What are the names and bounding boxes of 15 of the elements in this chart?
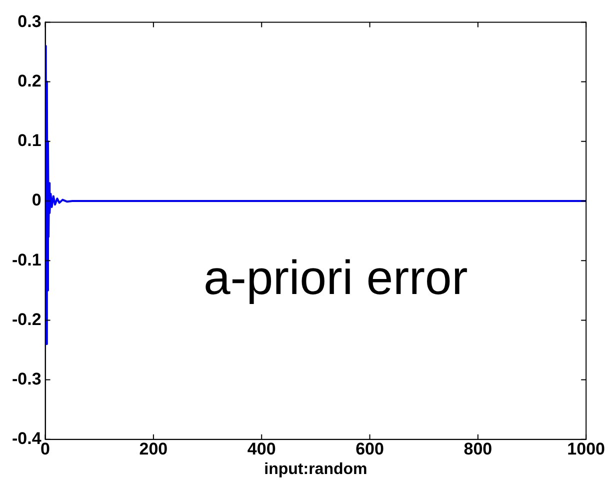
x-axis-title: input:random bbox=[264, 460, 368, 478]
y-tick-label: -0.3 bbox=[12, 369, 42, 388]
y-tick-label: -0.1 bbox=[12, 250, 42, 270]
y-tick-label: -0.4 bbox=[12, 429, 42, 448]
y-tick-label: 0.2 bbox=[18, 71, 42, 90]
x-tick-label: 200 bbox=[139, 439, 168, 458]
x-tick-label: 1000 bbox=[567, 439, 606, 458]
y-tick-label: 0 bbox=[32, 190, 42, 210]
x-tick-label: 600 bbox=[356, 439, 384, 458]
x-tick-label: 400 bbox=[247, 439, 276, 458]
y-tick-label: -0.2 bbox=[12, 310, 42, 329]
annotation: a-priori error bbox=[204, 252, 468, 306]
y-tick-label: 0.1 bbox=[18, 131, 42, 150]
x-tick-label: 800 bbox=[464, 439, 492, 458]
y-tick-label: 0.3 bbox=[18, 12, 42, 31]
